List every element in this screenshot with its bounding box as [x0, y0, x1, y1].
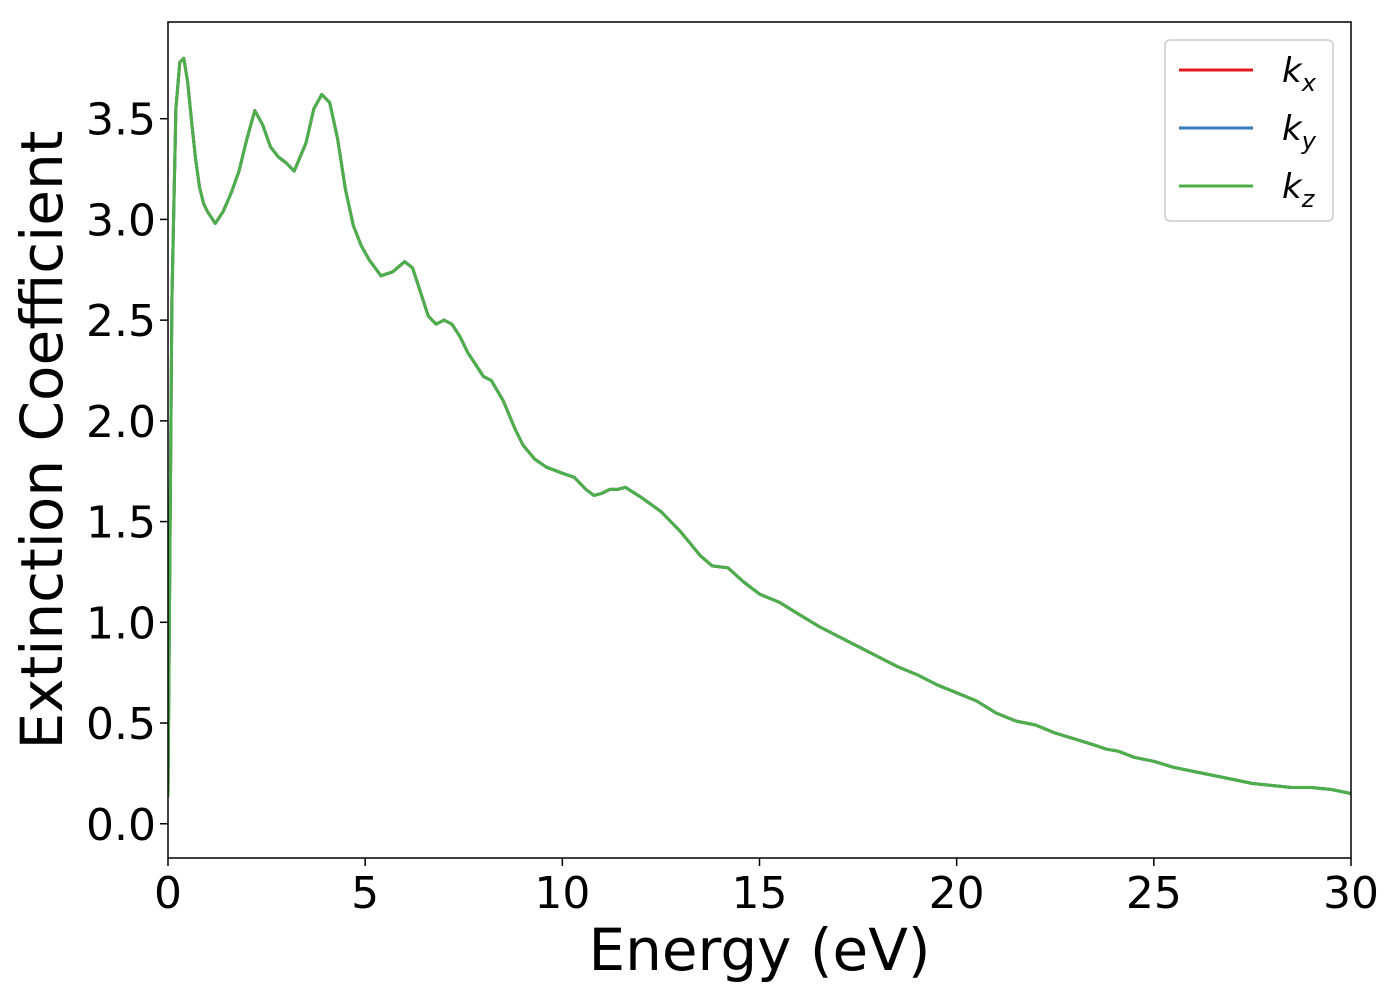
y-tick-label: 2.0	[86, 397, 156, 448]
legend-label: ky	[1282, 109, 1317, 155]
y-axis-title: Extinction Coefficient	[8, 131, 76, 750]
x-axis-ticks: 0 5 10 15 20 25 30	[154, 858, 1379, 919]
y-tick-label: 2.5	[86, 296, 156, 347]
x-tick-label: 10	[534, 868, 590, 919]
plot-lines	[168, 56, 1351, 798]
x-axis-title: Energy (eV)	[588, 916, 930, 984]
x-tick-label: 5	[351, 868, 379, 919]
legend-label-base: k	[1282, 51, 1303, 91]
legend-label: kx	[1282, 51, 1317, 97]
x-tick-label: 30	[1323, 868, 1379, 919]
x-tick-label: 15	[732, 868, 788, 919]
series-line-k-z	[168, 56, 1351, 798]
legend-label-subscript: x	[1301, 69, 1317, 97]
y-tick-label: 1.5	[86, 498, 156, 549]
y-tick-label: 0.0	[86, 800, 156, 851]
y-tick-label: 3.5	[86, 95, 156, 146]
legend-label-base: k	[1282, 109, 1303, 149]
x-tick-label: 20	[929, 868, 985, 919]
legend-label-base: k	[1282, 167, 1303, 207]
y-tick-label: 0.5	[86, 699, 156, 750]
legend-label-subscript: z	[1301, 185, 1316, 213]
legend-box	[1164, 39, 1334, 222]
y-tick-label: 3.0	[86, 195, 156, 246]
y-axis-ticks: 0.0 0.5 1.0 1.5 2.0 2.5 3.0 3.5	[86, 95, 168, 851]
legend-label: kz	[1282, 167, 1316, 213]
y-tick-label: 1.0	[86, 598, 156, 649]
x-tick-label: 25	[1126, 868, 1182, 919]
x-tick-label: 0	[154, 868, 182, 919]
legend-label-subscript: y	[1301, 127, 1317, 155]
